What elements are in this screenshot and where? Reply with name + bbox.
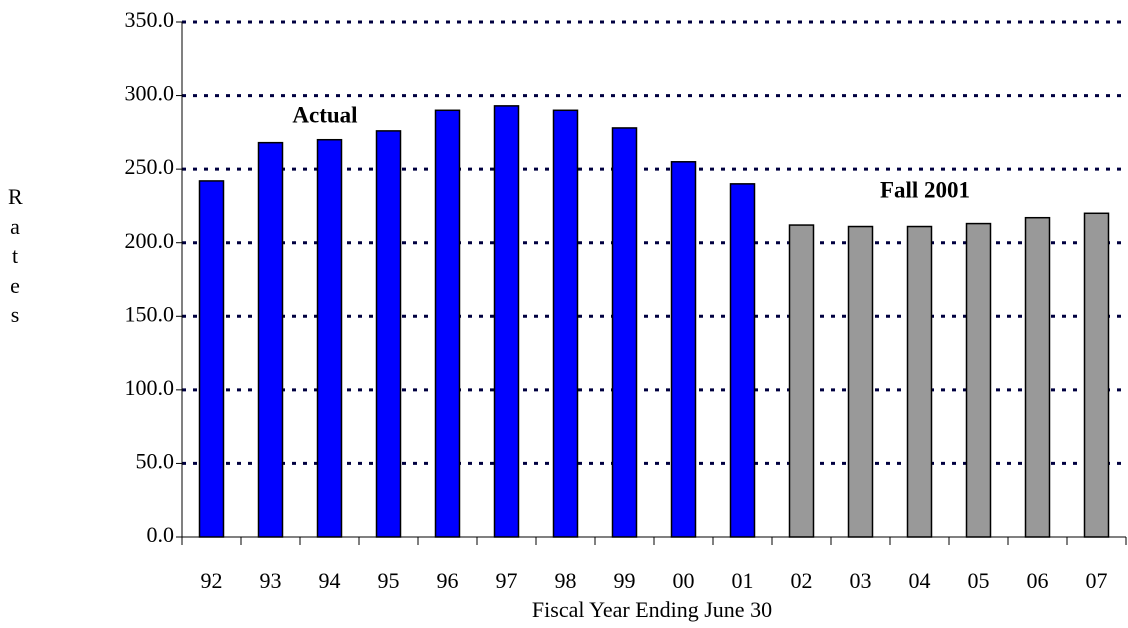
x-tick-label: 98 bbox=[555, 568, 577, 593]
series-annotation: Actual bbox=[292, 102, 357, 127]
bar bbox=[1083, 212, 1110, 538]
x-tick-label: 01 bbox=[732, 568, 754, 593]
x-axis-label: Fiscal Year Ending June 30 bbox=[532, 597, 772, 622]
bar bbox=[316, 138, 343, 538]
bar bbox=[552, 109, 579, 538]
x-tick-label: 97 bbox=[496, 568, 518, 593]
bar bbox=[611, 127, 638, 538]
x-tick-label: 04 bbox=[909, 568, 931, 593]
bar bbox=[670, 161, 697, 538]
bar bbox=[788, 224, 815, 538]
x-tick-label: 94 bbox=[319, 568, 341, 593]
bar bbox=[729, 183, 756, 538]
bar bbox=[493, 105, 520, 538]
y-tick-label: 150.0 bbox=[125, 301, 175, 326]
y-tick-label: 0.0 bbox=[147, 522, 175, 547]
x-tick-label: 07 bbox=[1086, 568, 1108, 593]
y-tick-label: 50.0 bbox=[136, 448, 175, 473]
y-tick-label: 250.0 bbox=[125, 154, 175, 179]
bar bbox=[198, 180, 225, 538]
bar bbox=[906, 225, 933, 538]
x-tick-label: 96 bbox=[437, 568, 459, 593]
x-tick-label: 03 bbox=[850, 568, 872, 593]
x-tick-label: 99 bbox=[614, 568, 636, 593]
bar bbox=[1024, 216, 1051, 538]
x-tick-label: 92 bbox=[201, 568, 223, 593]
x-tick-label: 00 bbox=[673, 568, 695, 593]
y-tick-label: 300.0 bbox=[125, 81, 175, 106]
y-tick-label: 200.0 bbox=[125, 228, 175, 253]
x-tick-label: 93 bbox=[260, 568, 282, 593]
y-axis-label: Rates bbox=[8, 184, 23, 327]
x-tick-label: 02 bbox=[791, 568, 813, 593]
bar bbox=[847, 225, 874, 538]
bar bbox=[434, 109, 461, 538]
series-annotation: Fall 2001 bbox=[880, 177, 970, 202]
x-tick-label: 95 bbox=[378, 568, 400, 593]
y-tick-label: 100.0 bbox=[125, 375, 175, 400]
y-tick-label: 350.0 bbox=[125, 7, 175, 32]
bar bbox=[257, 141, 284, 538]
x-tick-label: 05 bbox=[968, 568, 990, 593]
bar bbox=[375, 130, 402, 538]
bar bbox=[965, 222, 992, 538]
x-tick-label: 06 bbox=[1027, 568, 1049, 593]
